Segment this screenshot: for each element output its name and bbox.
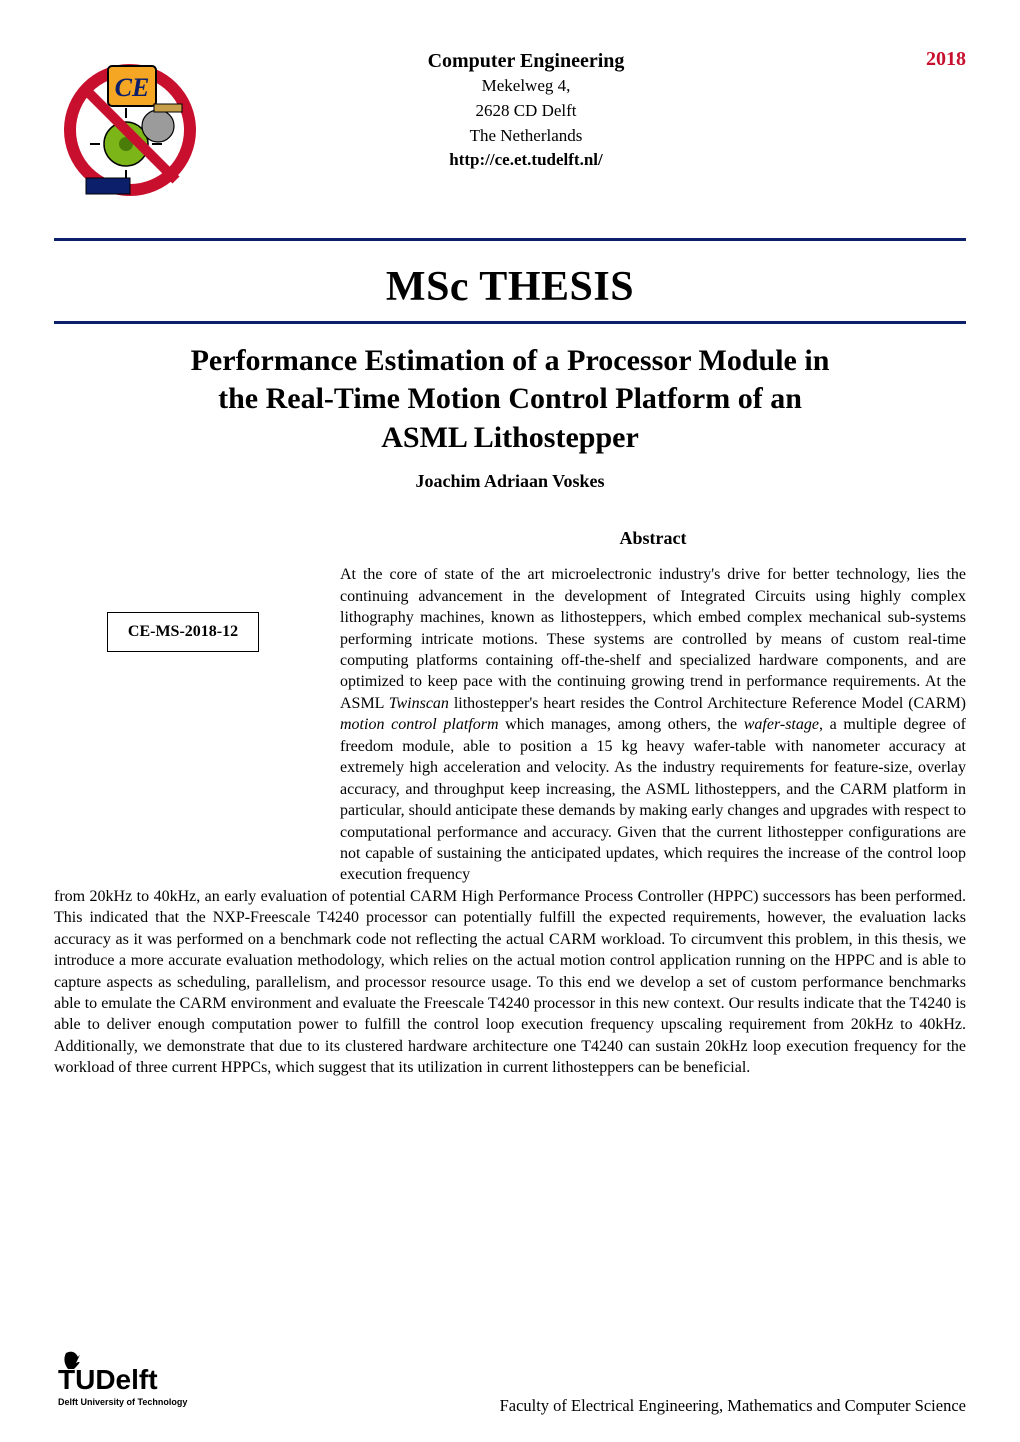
footer-row: TUDelft Delft University of Technology F…: [54, 1347, 966, 1416]
report-id-column: CE-MS-2018-12: [54, 526, 312, 652]
ce-department-logo: CE: [54, 48, 206, 220]
address-line-2: 2628 CD Delft: [234, 100, 818, 123]
title-line-2: the Real-Time Motion Control Platform of…: [218, 382, 802, 415]
department-info: Computer Engineering Mekelweg 4, 2628 CD…: [234, 48, 818, 170]
address-line-3: The Netherlands: [234, 125, 818, 148]
title-line-1: Performance Estimation of a Processor Mo…: [191, 344, 830, 377]
svg-text:CE: CE: [115, 73, 150, 102]
abstract-italic-wafer-stage: wafer-stage: [744, 716, 819, 733]
abstract-span-2: lithostepper's heart resides the Control…: [449, 695, 966, 712]
abstract-italic-motion-control: motion control platform: [340, 716, 499, 733]
abstract-span-3: which manages, among others, the: [499, 716, 744, 733]
header-row: CE Computer Engineering Mekelweg 4, 2628…: [54, 48, 966, 220]
abstract-span-4: , a multiple degree of freedom module, a…: [340, 716, 966, 883]
title-line-3: ASML Lithostepper: [381, 421, 639, 454]
report-id-box: CE-MS-2018-12: [107, 612, 259, 652]
thesis-title: Performance Estimation of a Processor Mo…: [54, 342, 966, 457]
svg-text:Delft University of Technology: Delft University of Technology: [58, 1397, 187, 1407]
abstract-italic-twinscan: Twinscan: [389, 695, 449, 712]
abstract-right-column: Abstract At the core of state of the art…: [340, 526, 966, 886]
author-name: Joachim Adriaan Voskes: [54, 471, 966, 492]
year-value: 2018: [926, 48, 966, 70]
faculty-name: Faculty of Electrical Engineering, Mathe…: [254, 1396, 966, 1416]
svg-text:TUDelft: TUDelft: [58, 1364, 158, 1395]
abstract-heading: Abstract: [340, 526, 966, 550]
divider-rule-top: [54, 238, 966, 241]
year: 2018: [846, 48, 966, 71]
abstract-section: CE-MS-2018-12 Abstract At the core of st…: [54, 526, 966, 886]
document-type: MSc THESIS: [54, 263, 966, 311]
department-name: Computer Engineering: [234, 50, 818, 73]
tudelft-logo: TUDelft Delft University of Technology: [54, 1347, 234, 1416]
department-url: http://ce.et.tudelft.nl/: [234, 150, 818, 170]
abstract-span-1: At the core of state of the art microele…: [340, 566, 966, 712]
address-line-1: Mekelweg 4,: [234, 75, 818, 98]
abstract-text-para1: At the core of state of the art microele…: [340, 564, 966, 886]
divider-rule-bottom: [54, 321, 966, 324]
abstract-continuation: from 20kHz to 40kHz, an early evaluation…: [54, 886, 966, 1079]
